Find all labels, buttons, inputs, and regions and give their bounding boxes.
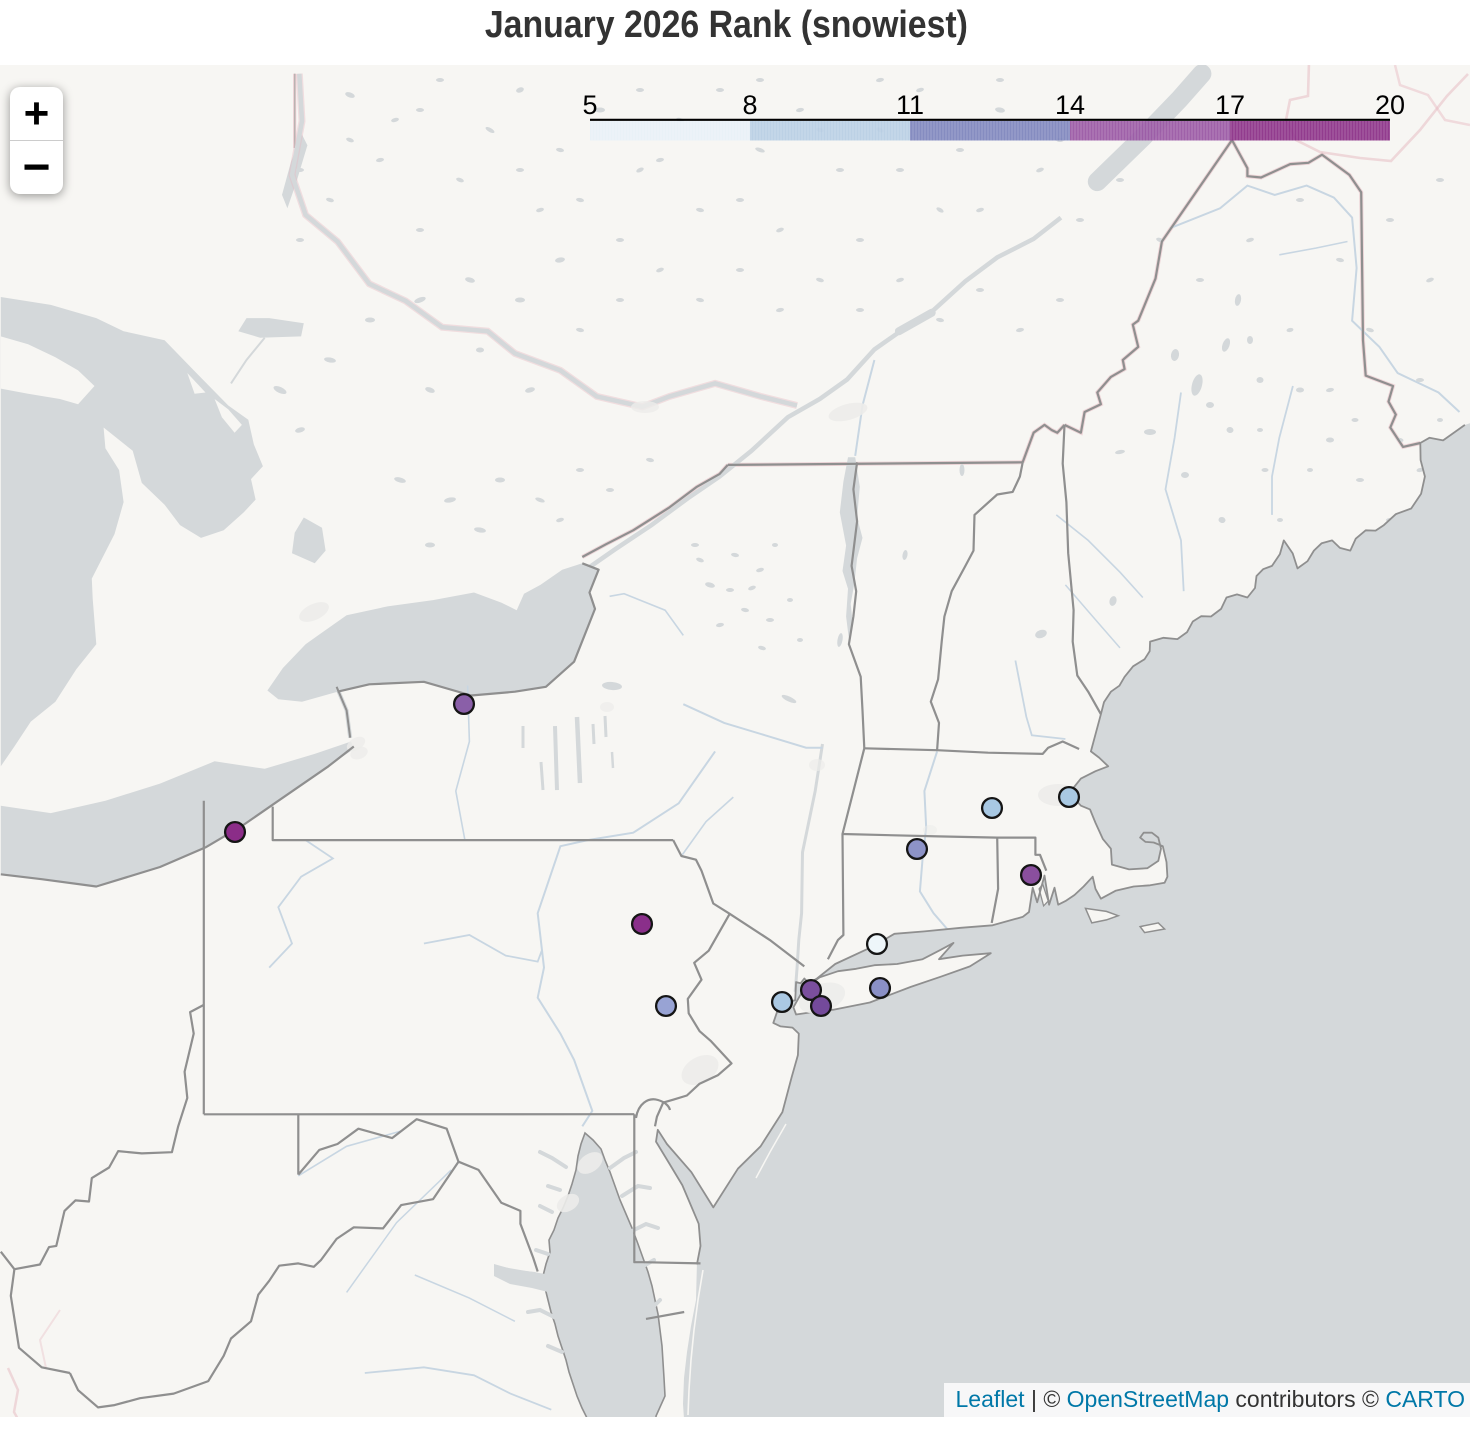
svg-text:5: 5: [582, 90, 597, 120]
svg-text:17: 17: [1215, 90, 1245, 120]
svg-text:14: 14: [1055, 90, 1085, 120]
svg-text:8: 8: [742, 90, 757, 120]
svg-text:20: 20: [1375, 90, 1405, 120]
svg-text:11: 11: [896, 90, 924, 120]
